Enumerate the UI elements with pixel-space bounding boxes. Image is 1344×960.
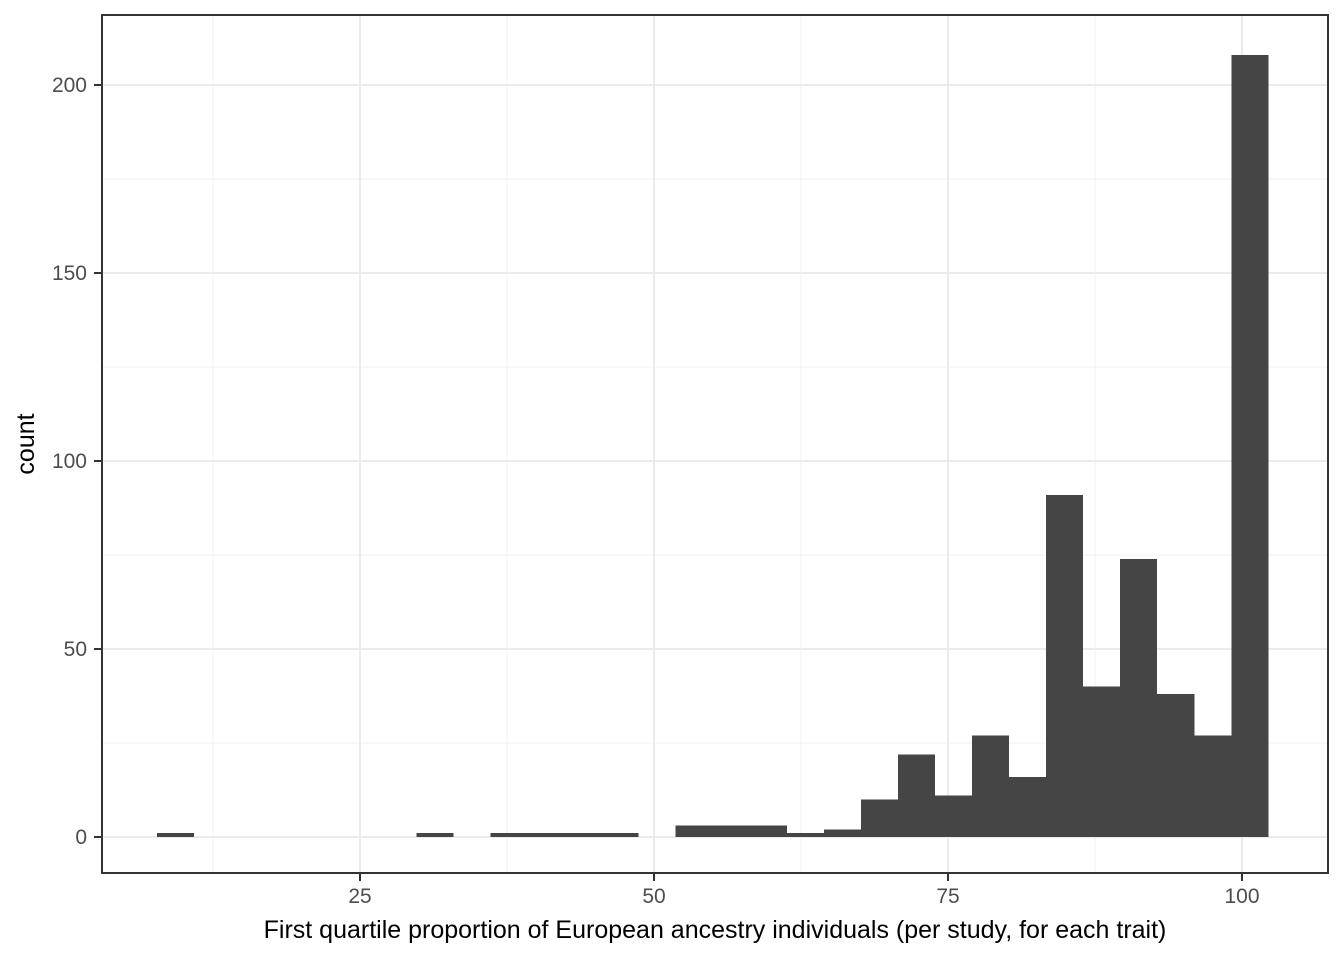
- histogram-bar: [490, 833, 528, 837]
- histogram-bar: [971, 735, 1010, 837]
- histogram-bar: [1120, 558, 1158, 837]
- histogram-bar: [860, 799, 898, 837]
- y-tick-label: 200: [52, 74, 87, 97]
- histogram-bar: [897, 754, 935, 837]
- histogram-bar: [1009, 776, 1047, 837]
- x-tick-label: 25: [348, 885, 371, 908]
- y-tick-label: 50: [64, 638, 87, 661]
- histogram-bar: [1157, 694, 1195, 837]
- histogram-bar: [712, 825, 750, 837]
- histogram-bar: [1046, 494, 1084, 837]
- histogram-bar: [1083, 686, 1121, 837]
- x-tick-label: 50: [642, 885, 665, 908]
- histogram-bar: [527, 833, 565, 837]
- histogram-bar: [1194, 735, 1232, 837]
- histogram-bar: [786, 833, 824, 837]
- panel-border: [101, 14, 1329, 874]
- x-tick-label: 75: [936, 885, 959, 908]
- histogram-bar: [416, 833, 454, 837]
- y-tick-label: 0: [75, 826, 87, 849]
- x-tick-label: 100: [1224, 885, 1259, 908]
- histogram-bar: [749, 825, 787, 837]
- histogram-bar: [157, 833, 195, 837]
- y-tick-label: 100: [52, 450, 87, 473]
- histogram-bar: [823, 829, 861, 837]
- histogram-bar: [675, 825, 713, 837]
- x-axis-title: First quartile proportion of European an…: [263, 916, 1167, 944]
- histogram-bar: [601, 833, 639, 837]
- histogram-bar: [564, 833, 602, 837]
- histogram-bar: [1231, 54, 1269, 838]
- y-axis-title: count: [12, 413, 40, 475]
- y-tick-label: 150: [52, 262, 87, 285]
- histogram-bar: [934, 795, 972, 837]
